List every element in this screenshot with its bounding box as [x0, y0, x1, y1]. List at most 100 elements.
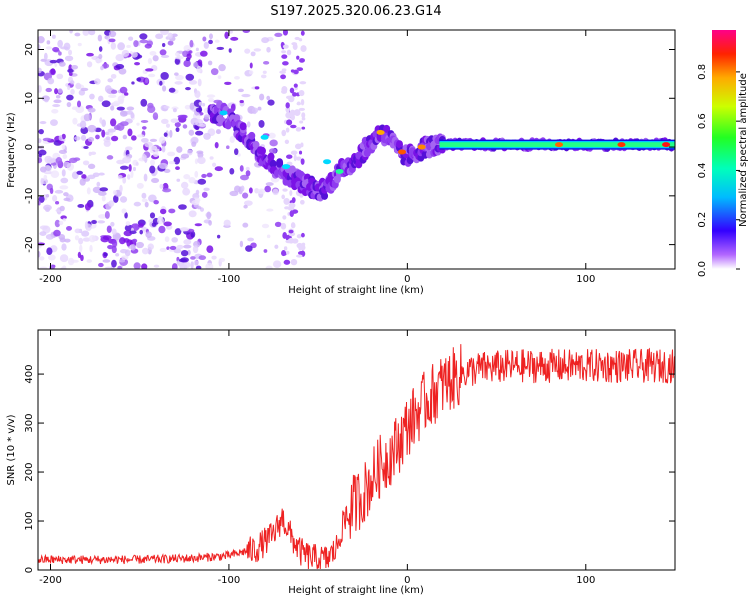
spectrogram-blob [63, 197, 71, 202]
spectrogram-blob [211, 255, 217, 260]
spectrogram-blob [121, 255, 129, 260]
spectrogram-blob [294, 36, 300, 41]
spectrogram-blob [52, 194, 58, 202]
spectrogram-blob [97, 34, 103, 42]
snr-series-line [38, 344, 675, 570]
spectrogram-blob [174, 121, 181, 128]
spectrogram-blob [300, 45, 307, 52]
spectrogram-blob [144, 43, 152, 49]
spectrogram-blob [282, 252, 287, 256]
spectrogram-blob [267, 99, 275, 106]
spectrogram-blob [239, 174, 249, 181]
spectrogram-hotspot-6 [398, 149, 406, 155]
spectrogram-blob [38, 128, 44, 135]
snr-xtick-label-0: -200 [39, 575, 62, 586]
spectrogram-blob [52, 47, 60, 52]
spectrogram-blob [242, 192, 249, 199]
spectrogram-blob [53, 229, 61, 237]
spectrogram-blob [246, 121, 251, 128]
spectrogram-blob [176, 244, 184, 250]
spectrogram-blob [159, 80, 163, 86]
spectrogram-blob [78, 89, 86, 96]
spectrogram-blob [144, 78, 149, 84]
spectrogram-blob [195, 107, 203, 113]
spectrogram-blob [80, 254, 84, 262]
spectrogram-blob [151, 177, 160, 184]
spectrogram-blob [167, 151, 176, 157]
spectrogram-blob [45, 234, 54, 240]
spectrogram-blob [210, 68, 219, 76]
spectrogram-blob [38, 256, 45, 261]
spectrogram-blob [104, 85, 112, 93]
spectrogram-frame [37, 29, 676, 270]
spectrogram-blob [46, 40, 51, 45]
spectrogram-blob [224, 81, 232, 85]
spectrogram-blob [141, 153, 146, 161]
spectrogram-blob [180, 250, 189, 257]
spectrogram-blob [121, 208, 127, 214]
spectrogram-blob [283, 197, 290, 205]
spectrogram-blob [66, 226, 73, 231]
spectrogram-blob [274, 244, 279, 249]
spectrogram-blob [39, 225, 48, 230]
snr-xlabel: Height of straight line (km) [288, 585, 424, 596]
spectrogram-blob [81, 174, 87, 180]
spectrogram-blob [185, 87, 191, 91]
spectrogram-blob [174, 52, 180, 57]
spectrogram-blob [126, 44, 131, 48]
spectrogram-blob [265, 182, 274, 186]
spectrogram-blob [139, 33, 148, 40]
spectrogram-blob [101, 100, 111, 108]
spectrogram-blob [190, 261, 194, 269]
spectrogram-blob [230, 36, 239, 41]
spectrogram-blob [77, 204, 85, 208]
spectrogram-blob [101, 129, 106, 138]
spectrogram-blob [131, 135, 137, 141]
spectrogram-blob [98, 53, 103, 60]
colorbar-gradient [712, 30, 736, 269]
spectrogram-blob [180, 257, 189, 263]
spectrogram-blob [190, 231, 196, 238]
spectrogram-blob [136, 77, 142, 82]
spectrogram-blob [203, 41, 210, 49]
spectrogram-blob [88, 30, 96, 36]
spectrogram-blob [183, 59, 191, 68]
spectrogram-blob [80, 87, 89, 92]
spectrogram-blob [150, 159, 155, 166]
spectrogram-blob [63, 42, 71, 51]
spectrogram-blob [75, 82, 82, 90]
spectrogram-blob [56, 73, 64, 80]
spec-xtick-label-3: 100 [576, 274, 595, 285]
spectrogram-blob [57, 88, 63, 94]
spectrogram-blob [289, 87, 295, 94]
spectrogram-blob [253, 48, 262, 52]
spectrogram-blob [102, 259, 111, 263]
spectrogram-blob [71, 106, 78, 111]
spectrogram-blob [196, 65, 202, 73]
spectrogram-blob [113, 100, 121, 107]
spectrogram-blob [215, 129, 221, 135]
spectrogram-blob [91, 220, 97, 225]
spectrogram-xlabel: Height of straight line (km) [288, 285, 424, 296]
spectrogram-blob [58, 220, 64, 226]
spectrogram-blob [190, 256, 196, 260]
spectrogram-blob [140, 119, 149, 123]
spectrogram-blob [128, 164, 132, 172]
spectrogram-blob [61, 243, 67, 251]
snr-ytick-label-4: 400 [24, 365, 35, 384]
spectrogram-blob [50, 119, 58, 127]
spectrogram-blob [234, 75, 240, 80]
spectrogram-blob [141, 247, 149, 255]
spectrogram-blob [54, 219, 61, 228]
spectrogram-blob [157, 216, 164, 225]
spectrogram-blob [216, 46, 225, 51]
spectrogram-ridge-blob [321, 191, 329, 200]
spec-xtick-label-0: -200 [39, 274, 62, 285]
spectrogram-blob [250, 51, 256, 57]
snr-ticks: -200 -100 0 100 0 100 200 300 400 [24, 330, 675, 586]
spectrogram-blob [51, 34, 56, 39]
spectrogram-blob [244, 48, 251, 54]
colorbar-tick-label-1: 0.2 [697, 212, 708, 228]
spectrogram-blob [121, 49, 130, 57]
